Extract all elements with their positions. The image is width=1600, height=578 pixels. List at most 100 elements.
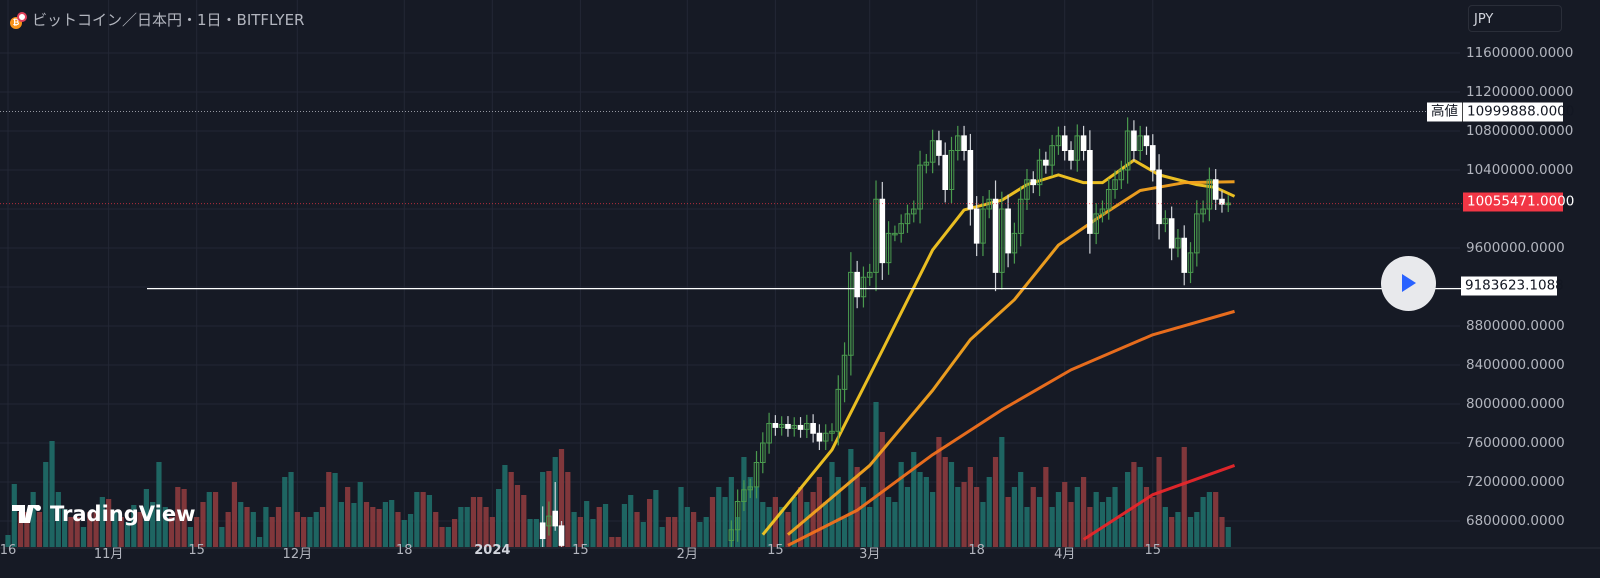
candle-down [552, 510, 559, 527]
volume-bar [816, 477, 823, 547]
symbol-title[interactable]: ₿ ビットコイン／日本円・1日・BITFLYER [10, 9, 304, 30]
time-axis-label: 15 [1144, 543, 1162, 558]
price-axis-label: 7600000.0000 [1466, 435, 1565, 451]
volume-bar [948, 462, 955, 547]
volume-bar [87, 512, 93, 547]
time-axis-label: 15 [767, 543, 784, 558]
candle-up [866, 271, 873, 278]
moving-average-ma100 [787, 309, 1235, 547]
candle-up [910, 208, 917, 215]
volume-bar [395, 512, 401, 547]
volume-bar [640, 522, 646, 547]
volume-bar [49, 441, 55, 547]
volume-bar [653, 490, 659, 547]
volume-bar [1062, 482, 1068, 547]
volume-bar [382, 502, 388, 547]
volume-bar [609, 537, 615, 547]
volume-bar [753, 487, 760, 547]
symbol-title-text: ビットコイン／日本円・1日・BITFLYER [32, 11, 305, 29]
candle-down [1143, 135, 1150, 147]
time-axis-label: 15 [572, 543, 589, 558]
volume-bar [722, 497, 728, 547]
candle-down [1168, 218, 1175, 249]
volume-bar [1219, 517, 1225, 547]
volume-bar [244, 507, 250, 547]
candle-up [1194, 213, 1200, 254]
volume-bar [615, 537, 621, 547]
volume-bar [1099, 502, 1106, 547]
volume-bar [772, 497, 778, 547]
candle-up [546, 515, 552, 527]
price-axis-label: 11200000.0000 [1466, 84, 1574, 100]
volume-bar [420, 492, 426, 547]
currency-button[interactable]: JPY [1468, 5, 1562, 32]
volume-bar [124, 522, 131, 547]
volume-bar [1036, 497, 1043, 547]
volume-bar [1030, 487, 1036, 547]
candle-down [797, 424, 804, 430]
candle-down [967, 150, 974, 210]
volume-bar [401, 520, 407, 547]
candle-up [1206, 179, 1213, 210]
volume-bar [1043, 467, 1049, 547]
volume-bar [829, 462, 835, 547]
volume-bar [841, 517, 848, 547]
volume-bar [426, 495, 433, 547]
volume-bar [1074, 487, 1080, 547]
volume-bar [99, 497, 105, 547]
time-axis-label: 18 [968, 543, 985, 558]
candle-up [734, 501, 741, 531]
candle-up [804, 423, 810, 430]
volume-bar [986, 477, 992, 547]
volume-bar [672, 517, 678, 547]
volume-bar [376, 509, 382, 547]
volume-bar [785, 512, 791, 547]
candle-up [1036, 159, 1043, 186]
volume-bar [678, 487, 684, 547]
volume-bar [1225, 527, 1231, 547]
volume-bar [1068, 502, 1074, 547]
volume-bar [451, 519, 458, 547]
horizontal-line-price-tag[interactable]: 9183623.1088 [1461, 276, 1564, 296]
volume-bar [533, 519, 539, 547]
candle-up [929, 140, 936, 163]
volume-bar [168, 517, 175, 547]
volume-bar [332, 473, 338, 547]
price-axis-label: 9600000.0000 [1466, 240, 1565, 256]
play-icon [1402, 274, 1416, 292]
volume-bar [275, 507, 282, 547]
volume-bar [11, 484, 17, 547]
volume-bar [873, 402, 879, 547]
candle-down [772, 423, 779, 428]
candle-down [1181, 237, 1188, 273]
volume-bar [1150, 497, 1156, 547]
volume-bar [433, 512, 439, 547]
volume-bar [212, 492, 219, 547]
price-axis-label: 8800000.0000 [1466, 318, 1565, 334]
volume-bar [628, 495, 634, 547]
volume-bar [728, 477, 734, 547]
candle-up [1175, 237, 1181, 249]
candle-down [1030, 179, 1037, 186]
volume-bar [1087, 507, 1093, 547]
candle-down [785, 423, 791, 429]
volume-bar [250, 512, 256, 547]
volume-bar [1194, 512, 1200, 547]
volume-bar [231, 482, 238, 547]
replay-play-button[interactable] [1381, 256, 1436, 311]
price-axis-label: 11600000.0000 [1466, 45, 1574, 61]
volume-bar [106, 499, 112, 547]
volume-bar [30, 492, 36, 547]
tradingview-logo[interactable]: TradingView [12, 502, 195, 526]
candle-up [948, 150, 955, 190]
volume-bar [445, 527, 451, 547]
volume-bar [313, 512, 319, 547]
volume-bar [565, 472, 571, 547]
volume-bar [131, 505, 137, 547]
candle-up [860, 276, 867, 298]
volume-bar [1213, 492, 1219, 547]
candle-up [822, 432, 829, 442]
candle-up [1099, 208, 1106, 215]
volume-bar [974, 487, 980, 547]
